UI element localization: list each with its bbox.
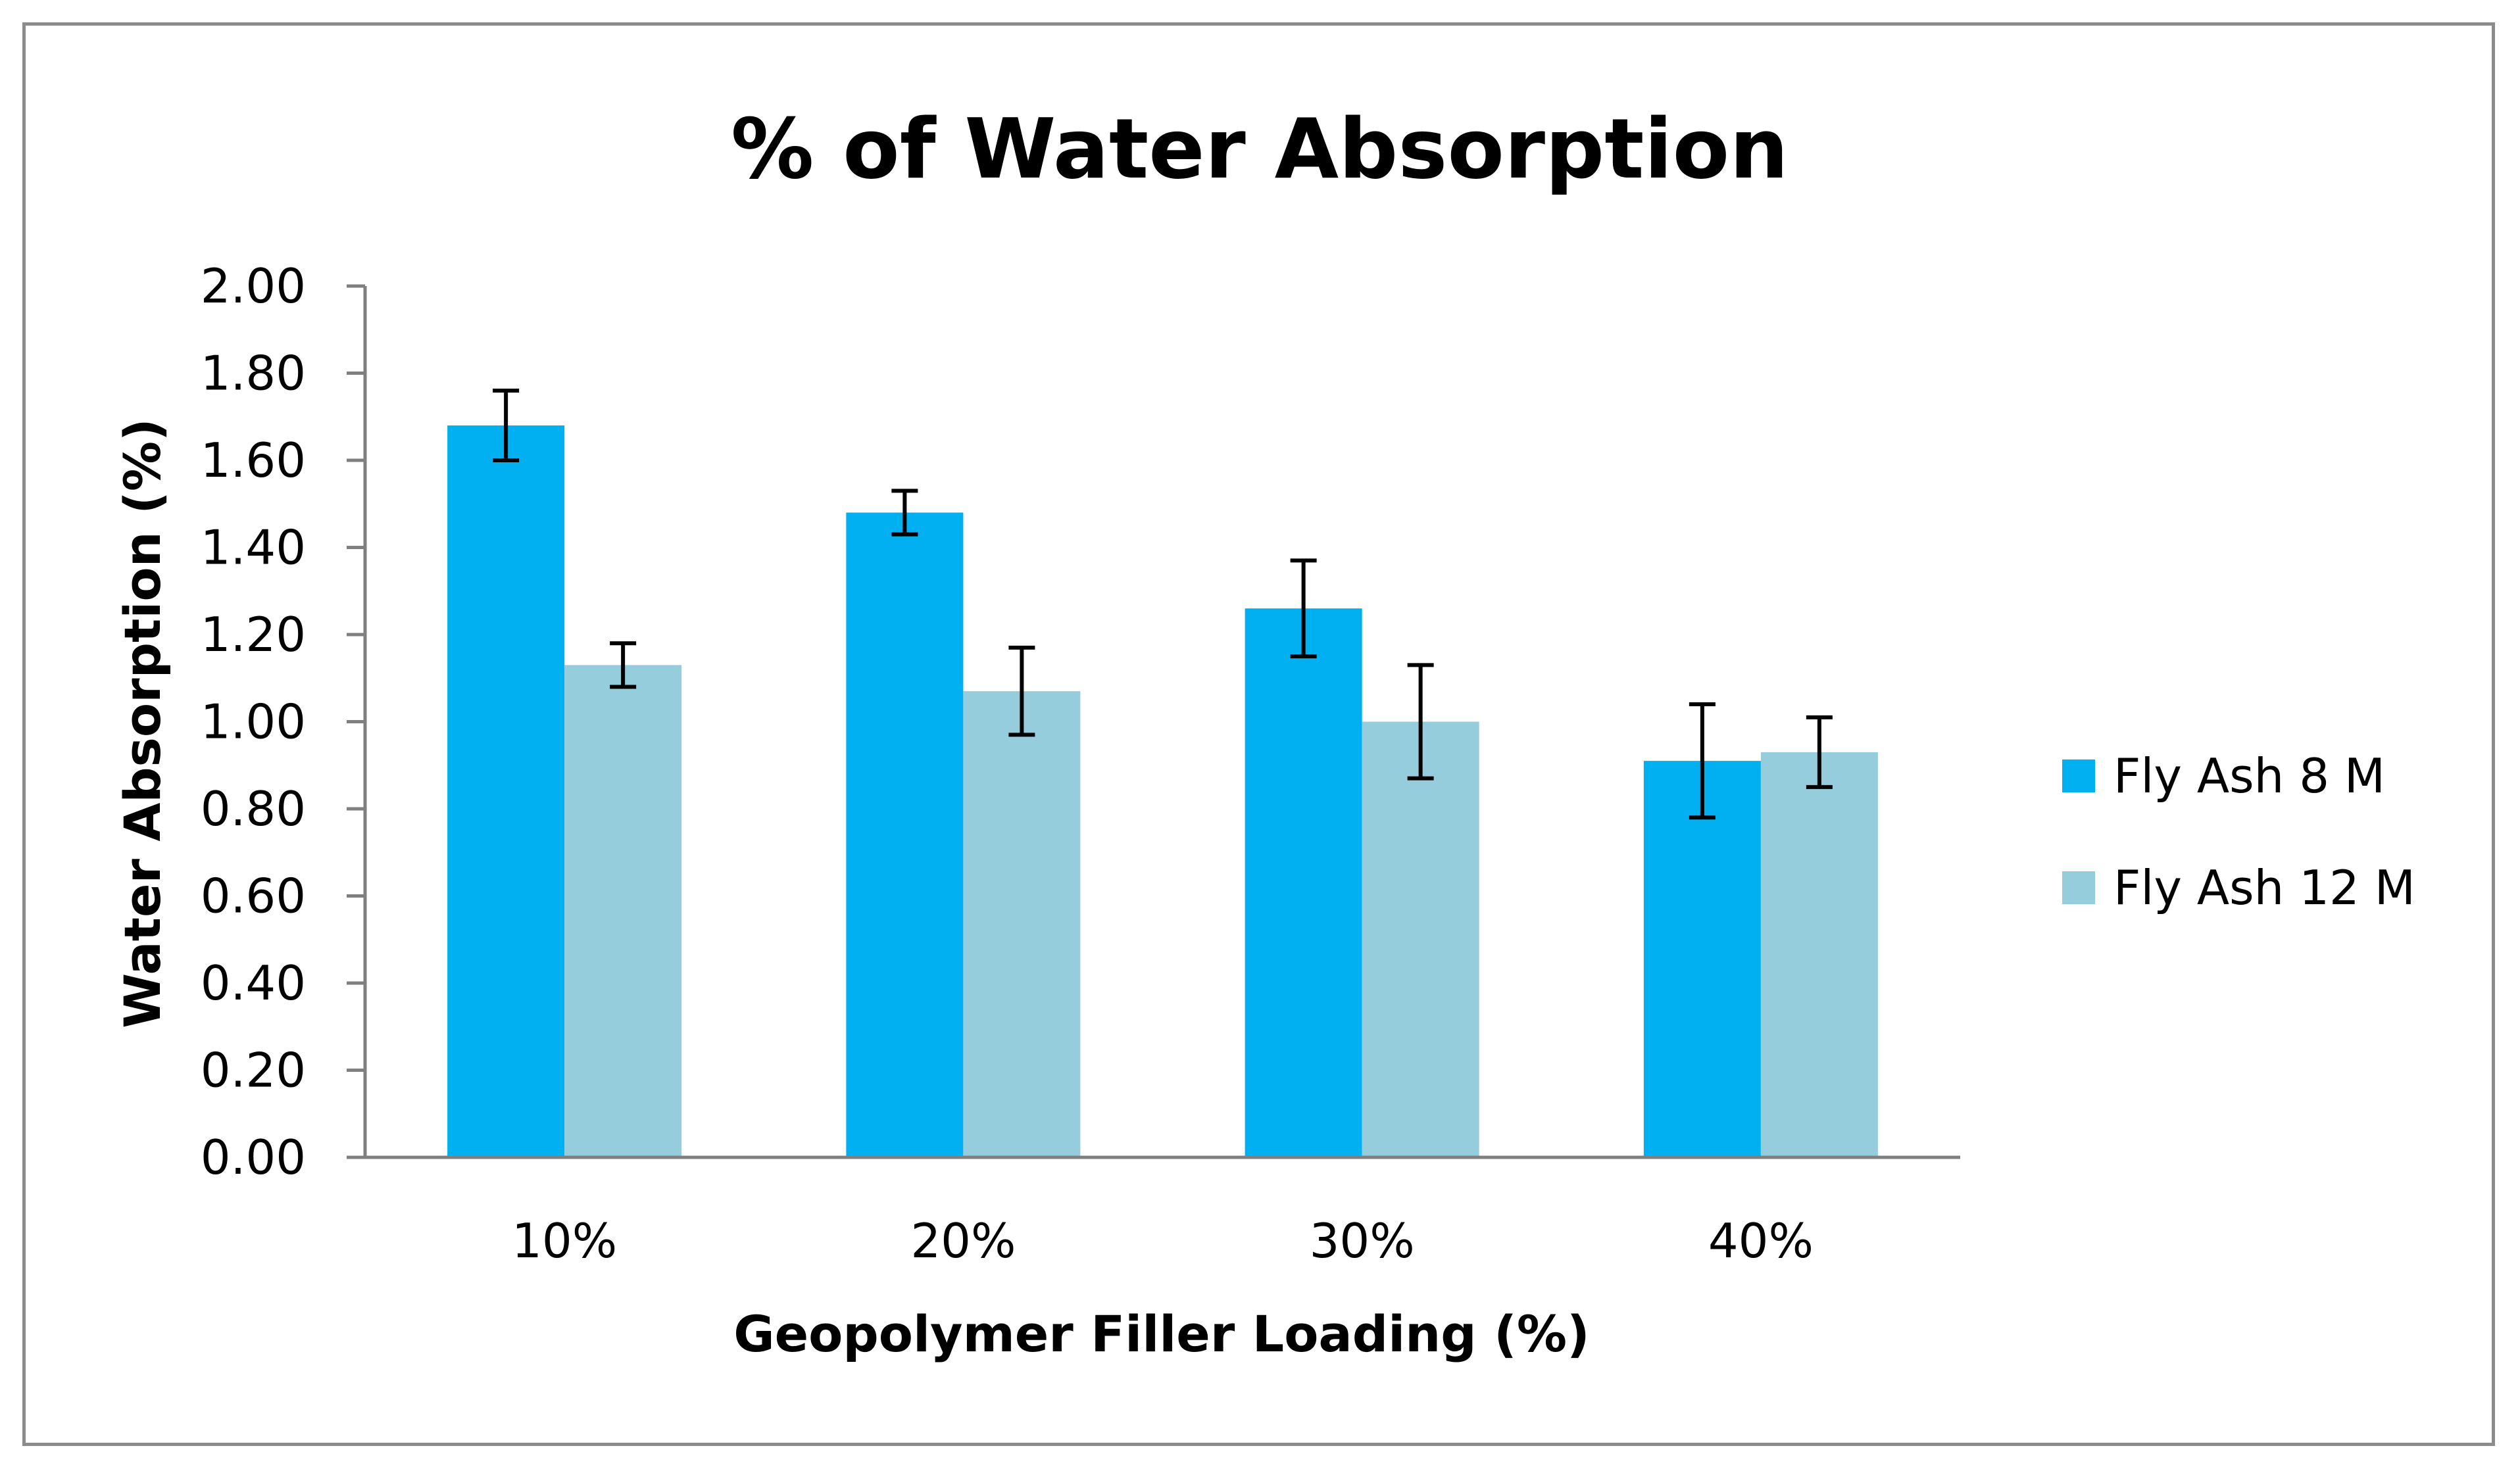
- error-bar: [1689, 702, 1716, 820]
- axes: [363, 286, 1960, 1159]
- y-tick-label: 0.40: [201, 955, 306, 1011]
- y-tick-label: 1.20: [201, 607, 306, 662]
- error-bars: [493, 389, 1833, 820]
- bar-fly-ash-8m-3: [1245, 608, 1362, 1157]
- bar-fly-ash-12m-1: [564, 665, 682, 1157]
- bar-fly-ash-12m-3: [1362, 721, 1479, 1157]
- y-axis-title: Water Absorption (%): [113, 418, 172, 1028]
- legend-swatch: [2062, 760, 2095, 792]
- x-tick-label: 10%: [512, 1213, 617, 1268]
- bar-fly-ash-12m-2: [963, 691, 1081, 1157]
- x-tick-label: 20%: [910, 1213, 1016, 1268]
- legend-label: Fly Ash 12 M: [2113, 860, 2415, 915]
- x-axis: 10% 20% 30% 40%: [512, 1213, 1814, 1268]
- y-tick-label: 0.60: [201, 869, 306, 924]
- x-tick-label: 40%: [1708, 1213, 1814, 1268]
- error-bar: [493, 389, 520, 462]
- legend-swatch: [2062, 871, 2095, 904]
- bar-fly-ash-8m-1: [447, 425, 565, 1157]
- legend-item: Fly Ash 8 M: [2062, 748, 2385, 804]
- error-bar: [1008, 645, 1035, 737]
- y-tick-label: 1.60: [201, 433, 306, 488]
- legend-item: Fly Ash 12 M: [2062, 860, 2415, 915]
- bar-fly-ash-8m-4: [1643, 761, 1761, 1157]
- y-tick-label: 1.40: [201, 520, 306, 575]
- bars: [447, 425, 1878, 1157]
- y-tick-label: 0.80: [201, 781, 306, 836]
- y-tick-label: 1.80: [201, 346, 306, 401]
- legend-label: Fly Ash 8 M: [2113, 748, 2385, 804]
- error-bar: [1290, 558, 1317, 659]
- y-tick-label: 2.00: [201, 258, 306, 314]
- x-axis-title: Geopolymer Filler Loading (%): [733, 1305, 1590, 1363]
- legend: Fly Ash 8 M Fly Ash 12 M: [2062, 748, 2415, 915]
- bar-fly-ash-12m-4: [1760, 752, 1878, 1157]
- error-bar: [610, 641, 637, 689]
- bar-fly-ash-8m-2: [846, 512, 964, 1157]
- error-bar: [1806, 715, 1833, 789]
- chart-title: % of Water Absorption: [731, 101, 1789, 197]
- y-tick-label: 0.20: [201, 1043, 306, 1098]
- error-bar: [891, 489, 918, 537]
- y-tick-label: 1.00: [201, 694, 306, 750]
- x-tick-label: 30%: [1310, 1213, 1415, 1268]
- y-axis: 0.00 0.20 0.40 0.60 0.80 1.00 1.20 1.40 1.60 1.80…: [201, 258, 365, 1185]
- error-bar: [1407, 663, 1434, 781]
- y-tick-label: 0.00: [201, 1130, 306, 1185]
